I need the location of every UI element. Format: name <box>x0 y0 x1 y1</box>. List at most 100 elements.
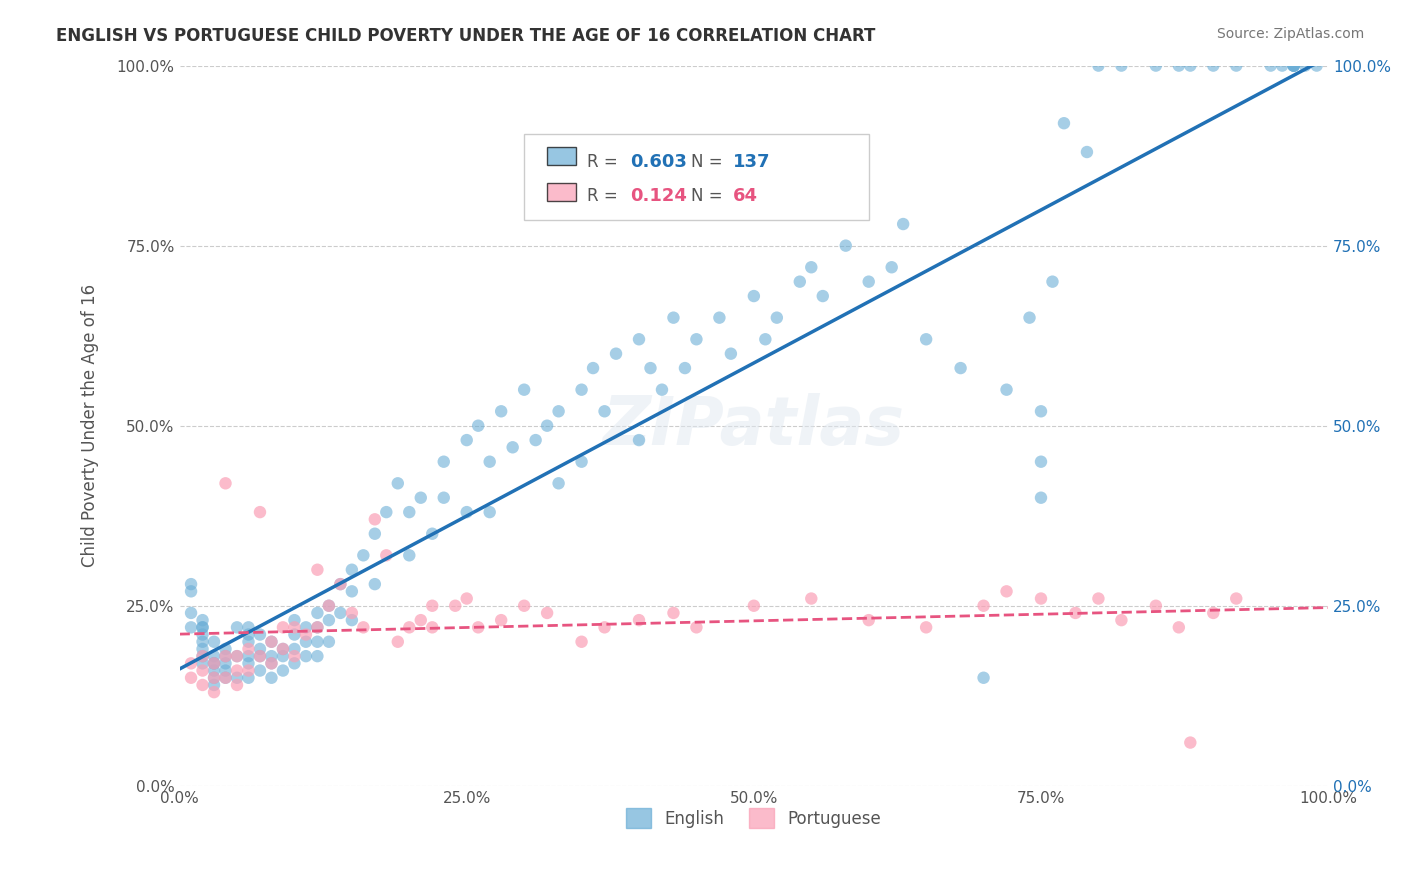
English <box>1111 59 1133 73</box>
English <box>307 649 329 664</box>
Portuguese <box>260 657 283 671</box>
English <box>456 505 478 519</box>
Portuguese <box>214 671 236 685</box>
English <box>238 649 260 664</box>
English <box>1076 145 1098 159</box>
Text: 0.124: 0.124 <box>630 186 686 204</box>
Portuguese <box>226 664 249 678</box>
English <box>1294 59 1316 73</box>
English <box>478 505 501 519</box>
Portuguese <box>409 613 432 627</box>
Text: Source: ZipAtlas.com: Source: ZipAtlas.com <box>1216 27 1364 41</box>
English <box>467 418 489 433</box>
Portuguese <box>307 620 329 634</box>
English <box>742 289 765 303</box>
Portuguese <box>238 664 260 678</box>
FancyBboxPatch shape <box>547 183 576 201</box>
Portuguese <box>364 512 387 526</box>
English <box>627 332 650 346</box>
English <box>375 505 398 519</box>
English <box>352 549 374 563</box>
English <box>754 332 776 346</box>
English <box>582 361 605 376</box>
English <box>180 620 202 634</box>
English <box>249 627 271 641</box>
Portuguese <box>340 606 363 620</box>
Portuguese <box>467 620 489 634</box>
English <box>202 657 225 671</box>
English <box>191 649 214 664</box>
English <box>191 657 214 671</box>
Portuguese <box>456 591 478 606</box>
English <box>329 577 352 591</box>
English <box>720 346 742 360</box>
Text: N =: N = <box>690 153 727 171</box>
Portuguese <box>1064 606 1087 620</box>
English <box>238 627 260 641</box>
English <box>271 642 294 657</box>
Portuguese <box>995 584 1018 599</box>
Text: R =: R = <box>588 186 623 204</box>
Portuguese <box>398 620 420 634</box>
Portuguese <box>571 634 593 648</box>
English <box>1180 59 1202 73</box>
Portuguese <box>260 634 283 648</box>
English <box>340 584 363 599</box>
English <box>180 584 202 599</box>
English <box>673 361 696 376</box>
English <box>191 620 214 634</box>
English <box>1029 404 1052 418</box>
English <box>398 549 420 563</box>
Portuguese <box>283 649 305 664</box>
Portuguese <box>420 620 443 634</box>
English <box>1282 59 1305 73</box>
English <box>214 671 236 685</box>
Portuguese <box>329 577 352 591</box>
Portuguese <box>800 591 823 606</box>
English <box>409 491 432 505</box>
English <box>283 613 305 627</box>
English <box>202 664 225 678</box>
English <box>1167 59 1189 73</box>
English <box>995 383 1018 397</box>
Portuguese <box>352 620 374 634</box>
English <box>835 238 858 252</box>
Portuguese <box>283 620 305 634</box>
English <box>811 289 834 303</box>
English <box>640 361 662 376</box>
Portuguese <box>1225 591 1247 606</box>
Text: ZIPatlas: ZIPatlas <box>603 392 905 458</box>
Portuguese <box>513 599 536 613</box>
English <box>536 418 558 433</box>
Portuguese <box>420 599 443 613</box>
English <box>214 664 236 678</box>
Portuguese <box>295 627 318 641</box>
English <box>1282 59 1305 73</box>
Portuguese <box>1167 620 1189 634</box>
English <box>271 664 294 678</box>
English <box>238 657 260 671</box>
Portuguese <box>1144 599 1167 613</box>
English <box>318 613 340 627</box>
English <box>260 634 283 648</box>
Portuguese <box>202 671 225 685</box>
English <box>307 620 329 634</box>
English <box>180 577 202 591</box>
English <box>571 455 593 469</box>
Portuguese <box>1180 735 1202 749</box>
English <box>1087 59 1109 73</box>
Portuguese <box>593 620 616 634</box>
English <box>1260 59 1282 73</box>
English <box>295 634 318 648</box>
English <box>398 505 420 519</box>
Portuguese <box>858 613 880 627</box>
English <box>307 606 329 620</box>
English <box>180 606 202 620</box>
Portuguese <box>489 613 512 627</box>
English <box>295 649 318 664</box>
English <box>627 433 650 447</box>
English <box>318 634 340 648</box>
Portuguese <box>202 657 225 671</box>
English <box>880 260 903 275</box>
English <box>1202 59 1225 73</box>
